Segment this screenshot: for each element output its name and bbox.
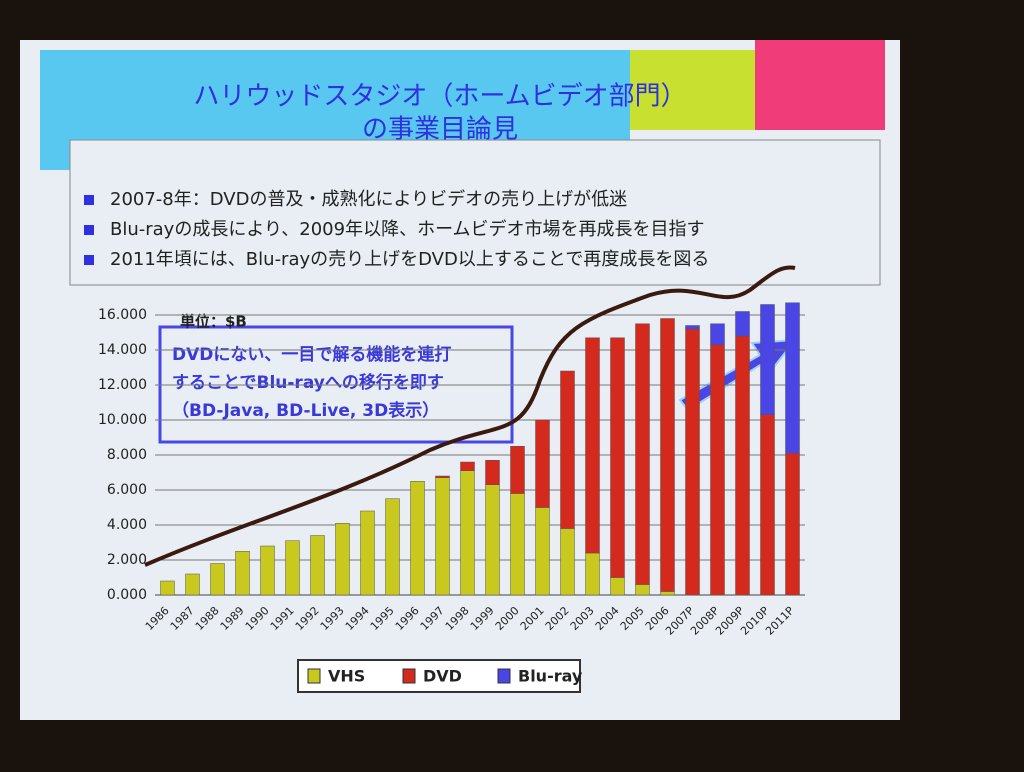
bar-segment — [760, 304, 775, 415]
bar-segment — [435, 475, 450, 478]
y-tick-label: 8.000 — [107, 447, 147, 463]
bar-segment — [510, 493, 525, 596]
y-tick-label: 10.000 — [98, 412, 147, 428]
bar-segment — [610, 577, 625, 596]
bar-segment — [285, 540, 300, 596]
header-green — [630, 50, 755, 130]
bar-segment — [660, 318, 675, 592]
bar-segment — [310, 535, 325, 596]
y-tick-label: 16.000 — [98, 307, 147, 323]
bar-segment — [660, 591, 675, 596]
bar-segment — [560, 528, 575, 596]
bar-segment — [460, 470, 475, 596]
y-tick-label: 0.000 — [107, 587, 147, 603]
bar-segment — [185, 573, 200, 596]
bar-segment — [710, 344, 725, 596]
bullet-text: Blu-rayの成長により、2009年以降、ホームビデオ市場を再成長を目指す — [110, 219, 705, 240]
trend-curve — [144, 265, 796, 567]
bar-segment — [710, 323, 725, 345]
bar-segment — [235, 551, 250, 596]
legend-label: DVD — [423, 667, 462, 686]
annotation-text: DVDにない、一目で解る機能を連打 — [172, 344, 451, 365]
bar-segment — [560, 370, 575, 529]
bar-segment — [635, 584, 650, 596]
bar-segment — [510, 446, 525, 494]
bar-segment — [485, 484, 500, 596]
bar-segment — [635, 323, 650, 585]
bar-segment — [735, 311, 750, 337]
bar-segment — [360, 510, 375, 596]
bar-segment — [485, 460, 500, 485]
bar-segment — [685, 325, 700, 330]
bar-segment — [160, 580, 175, 596]
legend-swatch — [497, 668, 511, 684]
bar-segment — [760, 414, 775, 596]
unit-label: 単位：$B — [180, 313, 247, 331]
y-tick-label: 12.000 — [98, 377, 147, 393]
header-pink — [755, 40, 885, 130]
bar-segment — [585, 552, 600, 596]
annotation-text: することでBlu-rayへの移行を即す — [172, 372, 444, 393]
bar-segment — [335, 523, 350, 596]
bar-segment — [385, 498, 400, 596]
title: ハリウッドスタジオ（ホームビデオ部門） — [193, 82, 686, 112]
bar-segment — [685, 328, 700, 596]
bar-segment — [610, 337, 625, 578]
legend-box — [297, 659, 581, 693]
bullet-icon — [84, 255, 94, 265]
bullet-text: 2007-8年：DVDの普及・成熟化によりビデオの売り上げが低迷 — [110, 189, 627, 210]
bar-segment — [735, 335, 750, 596]
bar-segment — [535, 419, 550, 508]
bar-segment — [210, 563, 225, 596]
y-tick-label: 2.000 — [107, 552, 147, 568]
bullet-icon — [84, 195, 94, 205]
bullet-text: 2011年頃には、Blu-rayの売り上げをDVD以上することで再度成長を図る — [110, 249, 709, 270]
bullet-box — [69, 139, 881, 286]
y-tick-label: 4.000 — [107, 517, 147, 533]
bar-segment — [410, 481, 425, 596]
bullet-icon — [84, 225, 94, 235]
bar-segment — [260, 545, 275, 596]
bar-segment — [535, 507, 550, 596]
bar-segment — [460, 461, 475, 471]
bar-segment — [785, 453, 800, 596]
annotation-text: （BD-Java, BD-Live, 3D表示） — [172, 400, 439, 421]
y-tick-label: 14.000 — [98, 342, 147, 358]
legend-label: Blu-ray — [518, 667, 583, 686]
legend-swatch — [402, 668, 416, 684]
legend-swatch — [307, 668, 321, 684]
bar-segment — [585, 337, 600, 554]
bar-segment — [785, 302, 800, 454]
y-tick-label: 6.000 — [107, 482, 147, 498]
bar-segment — [435, 477, 450, 596]
legend-label: VHS — [328, 667, 365, 686]
